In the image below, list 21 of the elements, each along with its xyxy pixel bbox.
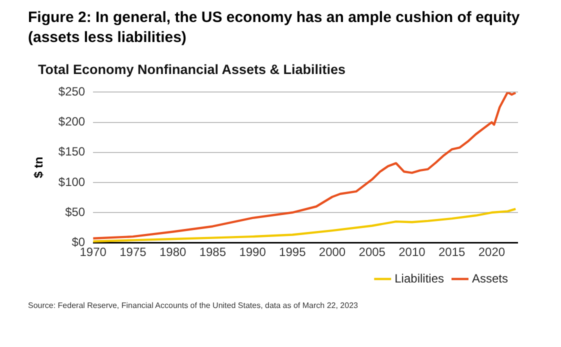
x-tick-label: 1995 <box>279 245 306 260</box>
x-tick-label: 1980 <box>159 245 186 260</box>
x-tick-label: 1990 <box>239 245 266 260</box>
y-tick-label: $150 <box>58 144 86 159</box>
source-note: Source: Federal Reserve, Financial Accounts of the United States, data as of March 22, 2023 <box>28 301 359 310</box>
y-axis-title: $ tn <box>32 156 46 178</box>
x-tick-label: 2015 <box>438 245 466 260</box>
x-tick-label: 2000 <box>318 245 346 260</box>
x-tick-label: 1975 <box>120 245 147 260</box>
x-tick-label: 2010 <box>398 245 426 260</box>
x-tick-label: 2020 <box>478 245 506 260</box>
chart-title: Figure 2: In general, the US economy has an ample cushion of equity (assets less liabilities) <box>28 8 521 48</box>
y-tick-label: $200 <box>58 114 86 129</box>
y-tick-label: $50 <box>65 204 86 219</box>
legend-label: Assets <box>472 271 508 286</box>
chart-subtitle: Total Economy Nonfinancial Assets & Liabilities <box>38 62 347 77</box>
y-tick-label: $100 <box>58 174 86 189</box>
legend-label: Liabilities <box>394 271 444 286</box>
x-tick-label: 1985 <box>199 245 226 260</box>
y-tick-label: $250 <box>58 84 86 99</box>
x-tick-label: 2005 <box>358 245 386 260</box>
